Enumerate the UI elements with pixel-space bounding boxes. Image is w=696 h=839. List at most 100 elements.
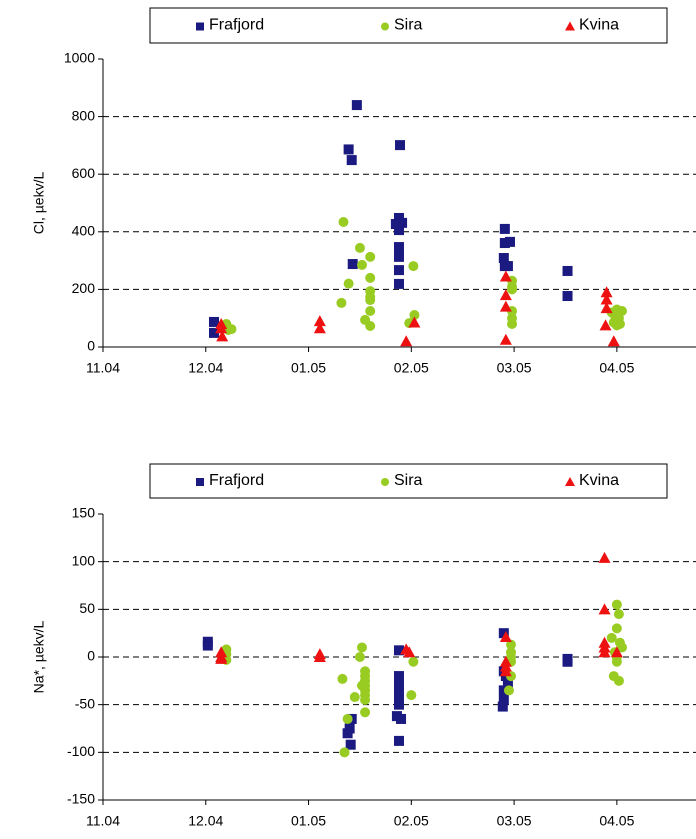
y-tick-label: 1000	[64, 50, 95, 66]
marker	[497, 701, 508, 712]
marker	[565, 477, 575, 486]
marker	[408, 316, 421, 328]
x-tick-label: 04.05	[599, 360, 634, 376]
marker	[354, 652, 365, 662]
marker	[215, 322, 228, 334]
marker	[498, 628, 509, 639]
legend: Frafjord Sira Kvina	[149, 463, 668, 499]
x-tick-label: 02.05	[394, 360, 429, 376]
marker	[499, 270, 512, 282]
marker	[393, 242, 404, 253]
marker	[393, 699, 404, 710]
marker	[196, 478, 204, 486]
marker	[356, 680, 367, 691]
marker	[504, 236, 515, 247]
marker	[565, 21, 575, 31]
y-tick-label: 800	[72, 107, 96, 123]
marker	[354, 242, 365, 253]
marker	[343, 144, 354, 155]
marker	[608, 671, 619, 682]
marker	[498, 694, 509, 705]
marker	[393, 671, 404, 682]
marker	[499, 289, 512, 301]
marker	[617, 306, 628, 316]
legend-label: Kvina	[579, 472, 619, 489]
y-tick-label: 0	[87, 338, 95, 354]
y-tick-label: -100	[67, 743, 95, 759]
x-tick-label: 02.05	[394, 813, 429, 829]
marker	[216, 330, 229, 342]
marker	[345, 739, 356, 750]
marker	[600, 293, 613, 305]
y-axis-label: Na*, µekv/L	[31, 620, 47, 693]
y-tick-label: 100	[72, 552, 96, 568]
marker	[338, 217, 349, 228]
marker	[498, 685, 509, 696]
x-tick-label: 01.05	[291, 813, 326, 829]
marker	[313, 651, 326, 662]
marker	[365, 295, 376, 306]
marker	[360, 694, 371, 705]
marker	[499, 300, 512, 312]
marker	[343, 278, 354, 289]
marker	[342, 713, 353, 724]
marker	[403, 646, 416, 658]
marker	[397, 217, 408, 228]
legend-label: Kvina	[579, 17, 619, 34]
x-tick-label: 12.04	[188, 360, 223, 376]
marker	[499, 223, 510, 234]
marker	[396, 713, 407, 724]
marker	[360, 314, 371, 325]
legend-label: Frafjord	[209, 17, 264, 34]
legend-label: Frafjord	[209, 472, 264, 489]
marker	[607, 335, 620, 347]
marker	[356, 642, 367, 653]
marker	[562, 265, 573, 276]
marker	[613, 609, 624, 620]
marker	[562, 291, 573, 302]
y-tick-label: 200	[72, 280, 96, 296]
marker	[313, 322, 326, 334]
marker	[365, 251, 376, 262]
marker	[342, 728, 353, 739]
marker	[499, 665, 512, 677]
y-tick-label: 150	[72, 505, 96, 521]
y-tick-label: 600	[72, 165, 96, 181]
marker	[356, 259, 367, 270]
marker	[208, 316, 219, 327]
marker	[215, 652, 228, 664]
marker	[598, 603, 611, 615]
marker	[393, 265, 404, 276]
marker	[393, 278, 404, 289]
marker	[507, 284, 518, 295]
marker	[390, 219, 401, 230]
marker	[202, 640, 213, 651]
marker	[499, 630, 512, 642]
marker	[599, 319, 612, 331]
marker	[614, 318, 625, 329]
marker	[498, 253, 509, 264]
x-tick-label: 11.04	[86, 360, 120, 376]
marker	[611, 623, 622, 634]
marker	[408, 261, 419, 272]
marker	[393, 680, 404, 691]
marker	[226, 324, 237, 335]
legend-box	[149, 463, 668, 499]
marker	[365, 272, 376, 283]
marker	[502, 261, 513, 272]
legend-box	[149, 7, 668, 44]
y-tick-label: -50	[75, 695, 95, 711]
y-tick-label: -150	[67, 791, 95, 807]
x-tick-label: 01.05	[291, 360, 326, 376]
marker	[360, 707, 371, 718]
marker	[351, 100, 362, 111]
x-tick-label: 11.04	[86, 813, 120, 829]
marker	[381, 22, 389, 31]
marker	[365, 306, 376, 316]
marker	[336, 297, 347, 308]
y-axis-label: Cl, µekv/L	[31, 172, 47, 235]
marker	[208, 327, 219, 338]
x-tick-label: 03.05	[497, 813, 532, 829]
marker	[562, 656, 573, 667]
marker	[393, 251, 404, 262]
